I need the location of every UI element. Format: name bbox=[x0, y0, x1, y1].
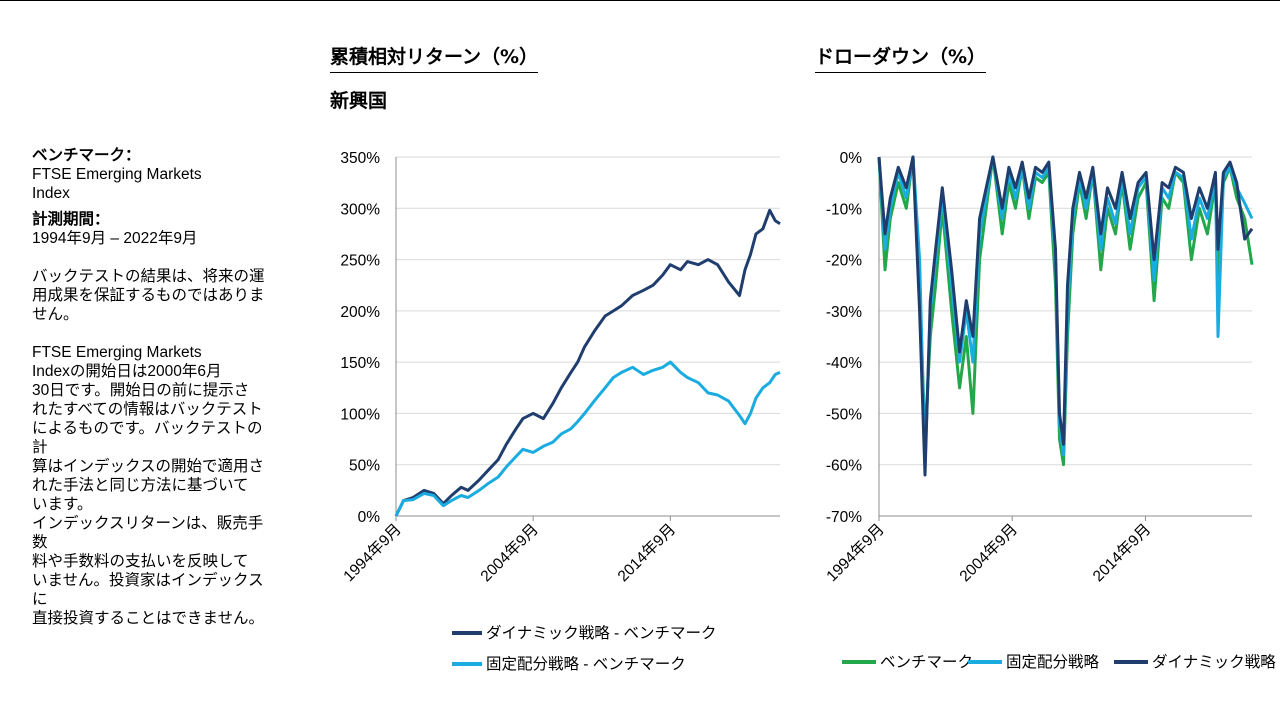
note-fees: インデックスリターンは、販売手数 料や手数料の支払いを反映して いません。投資家… bbox=[32, 514, 272, 628]
cum-y-tick-label: 350% bbox=[340, 150, 380, 167]
cum-y-tick-label: 100% bbox=[340, 406, 380, 423]
dd-y-tick-label: -30% bbox=[826, 304, 862, 321]
dd-x-tick-label: 2004年9月 bbox=[956, 520, 1021, 585]
note-line: 算はインデックスの開始で適用さ bbox=[32, 458, 265, 475]
note-line: によるものです。バックテストの計 bbox=[32, 420, 263, 456]
note-line: バックテストの結果は、将来の運 bbox=[32, 268, 265, 285]
dd-x-tick-label: 1994年9月 bbox=[823, 520, 888, 585]
left-chart-subtitle: 新興国 bbox=[330, 90, 388, 112]
top-rule bbox=[0, 0, 1280, 1]
note-line: インデックスリターンは、販売手数 bbox=[32, 515, 264, 551]
note-line: FTSE Emerging Markets bbox=[32, 344, 202, 361]
cum-x-tick-label: 2004年9月 bbox=[477, 520, 542, 585]
cum-y-tick-label: 0% bbox=[358, 509, 381, 526]
cum-y-tick-label: 300% bbox=[340, 201, 380, 218]
note-line: Indexの開始日は2000年6月 bbox=[32, 363, 222, 380]
dd-y-tick-label: -10% bbox=[826, 201, 862, 218]
note-line: 料や手数料の支払いを反映して bbox=[32, 553, 249, 570]
note-line: れた手法と同じ方法に基づいて bbox=[32, 477, 249, 494]
cum-x-tick-label: 2014年9月 bbox=[614, 520, 679, 585]
dd-y-tick-label: -60% bbox=[826, 458, 862, 475]
note-line: れたすべての情報はバックテスト bbox=[32, 401, 263, 418]
side-notes: ベンチマーク： FTSE Emerging Markets Index 計測期間… bbox=[32, 146, 272, 628]
cum-x-tick-label: 1994年9月 bbox=[340, 520, 405, 585]
dd-x-tick-label: 2014年9月 bbox=[1089, 520, 1154, 585]
note-line: せん。 bbox=[32, 306, 79, 323]
note-backtest: バックテストの結果は、将来の運 用成果を保証するものではありま せん。 bbox=[32, 267, 272, 324]
cum-series-line bbox=[394, 208, 781, 517]
dd-y-tick-label: -50% bbox=[826, 406, 862, 423]
cum-series-line bbox=[394, 360, 781, 517]
cum-y-tick-label: 250% bbox=[340, 253, 380, 270]
dd-y-tick-label: -70% bbox=[826, 509, 862, 526]
period-value: 1994年9月 – 2022年9月 bbox=[32, 230, 198, 247]
dd-y-tick-label: -20% bbox=[826, 253, 862, 270]
left-chart-title: 累積相対リターン（%） bbox=[330, 42, 539, 73]
dd-series-line bbox=[877, 155, 1254, 467]
dd-legend-label: ダイナミック戦略 bbox=[1152, 653, 1276, 671]
note-index-start: FTSE Emerging Markets Indexの開始日は2000年6月 … bbox=[32, 343, 272, 514]
dd-y-tick-label: 0% bbox=[840, 150, 863, 167]
cum-y-tick-label: 200% bbox=[340, 304, 380, 321]
cum-legend-label: 固定配分戦略 - ベンチマーク bbox=[486, 655, 686, 673]
cum-y-tick-label: 50% bbox=[349, 458, 380, 475]
cum-y-tick-label: 150% bbox=[340, 355, 380, 372]
benchmark-value-line1: FTSE Emerging Markets bbox=[32, 166, 202, 183]
right-chart-title: ドローダウン（%） bbox=[815, 42, 987, 73]
benchmark-label: ベンチマーク： bbox=[32, 147, 141, 164]
note-line: 直接投資することはできません。 bbox=[32, 610, 265, 627]
period-label: 計測期間： bbox=[32, 211, 110, 228]
dd-legend-label: ベンチマーク bbox=[880, 653, 973, 671]
note-line: 30日です。開始日の前に提示さ bbox=[32, 382, 250, 399]
benchmark-value-line2: Index bbox=[32, 185, 70, 202]
cum-legend-label: ダイナミック戦略 - ベンチマーク bbox=[486, 624, 716, 642]
dd-y-tick-label: -40% bbox=[826, 355, 862, 372]
note-line: います。 bbox=[32, 496, 93, 513]
dd-legend-label: 固定配分戦略 bbox=[1006, 653, 1100, 671]
note-line: 用成果を保証するものではありま bbox=[32, 287, 265, 304]
dd-series-line bbox=[877, 155, 1254, 477]
note-line: いません。投資家はインデックスに bbox=[32, 572, 264, 608]
